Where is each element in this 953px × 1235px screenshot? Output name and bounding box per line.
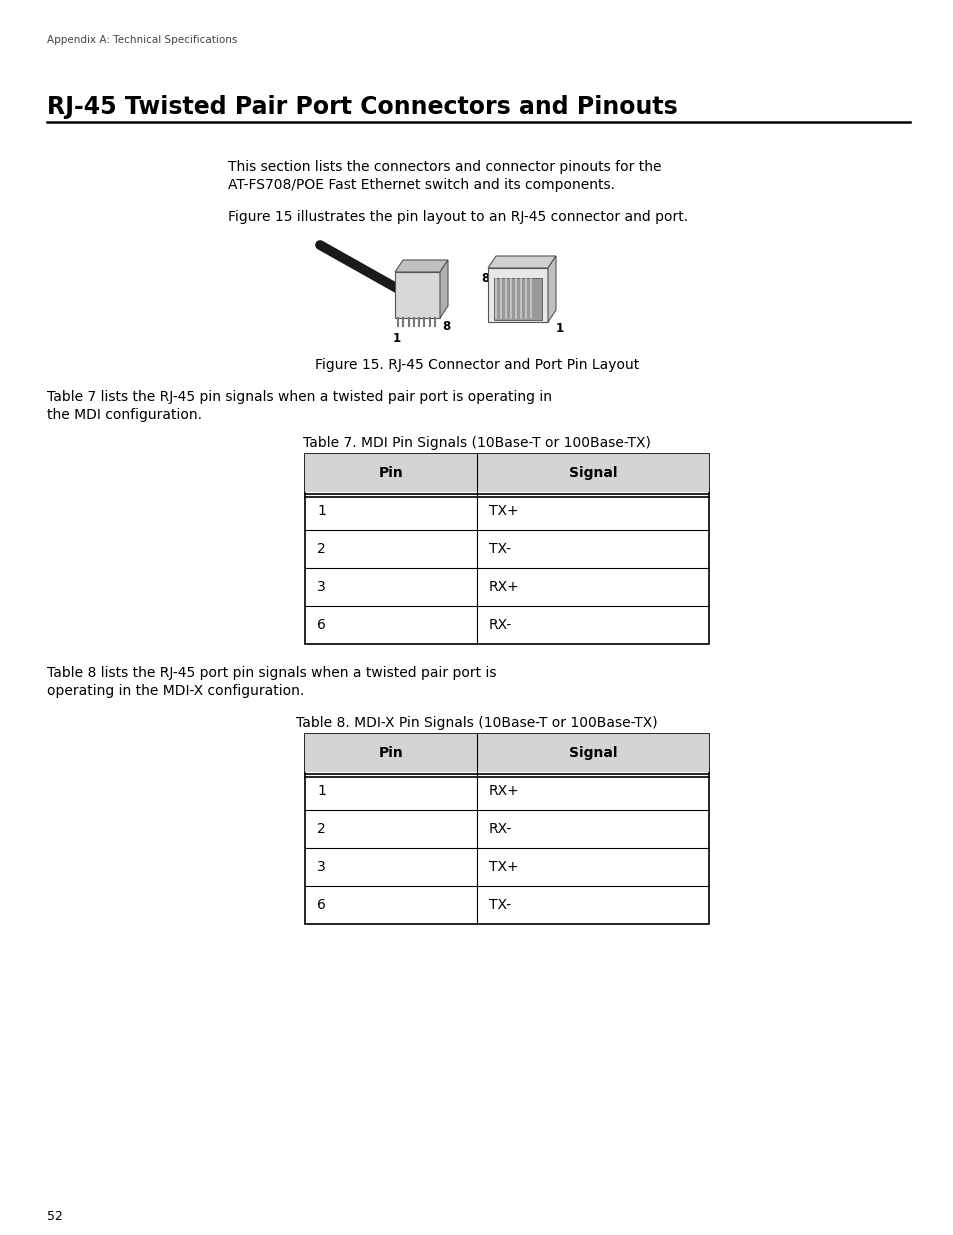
Text: TX+: TX+ [489,860,518,874]
Text: TX+: TX+ [489,504,518,517]
Text: 1: 1 [316,784,326,798]
Text: 6: 6 [316,618,326,632]
Text: RX+: RX+ [489,784,519,798]
Bar [305,734,708,772]
Text: RX-: RX- [489,618,512,632]
Text: 3: 3 [316,860,325,874]
Text: Pin: Pin [378,746,403,760]
Text: Appendix A: Technical Specifications: Appendix A: Technical Specifications [47,35,237,44]
Text: 2: 2 [316,542,325,556]
Bar [305,454,708,643]
Text: 3: 3 [316,580,325,594]
Text: 52: 52 [47,1210,63,1223]
Text: TX-: TX- [489,898,511,911]
Text: Table 8 lists the RJ-45 port pin signals when a twisted pair port is: Table 8 lists the RJ-45 port pin signals… [47,666,496,680]
Text: Figure 15 illustrates the pin layout to an RJ-45 connector and port.: Figure 15 illustrates the pin layout to … [228,210,687,224]
Text: This section lists the connectors and connector pinouts for the: This section lists the connectors and co… [228,161,660,174]
Text: Table 7 lists the RJ-45 pin signals when a twisted pair port is operating in: Table 7 lists the RJ-45 pin signals when… [47,390,552,404]
Text: 1: 1 [393,332,400,345]
Text: the MDI configuration.: the MDI configuration. [47,408,202,422]
Polygon shape [494,278,541,320]
Text: RX+: RX+ [489,580,519,594]
Text: 8: 8 [441,320,450,333]
Text: 2: 2 [316,823,325,836]
Text: 8: 8 [480,272,489,285]
Text: TX-: TX- [489,542,511,556]
Text: Signal: Signal [568,466,617,480]
Polygon shape [488,268,547,322]
Text: RX-: RX- [489,823,512,836]
Text: Table 8. MDI-X Pin Signals (10Base-T or 100Base-TX): Table 8. MDI-X Pin Signals (10Base-T or … [295,716,658,730]
Polygon shape [395,261,448,272]
Polygon shape [488,256,556,268]
Text: 1: 1 [316,504,326,517]
Text: Signal: Signal [568,746,617,760]
Text: operating in the MDI-X configuration.: operating in the MDI-X configuration. [47,684,304,698]
Text: Figure 15. RJ-45 Connector and Port Pin Layout: Figure 15. RJ-45 Connector and Port Pin … [314,358,639,372]
Text: Table 7. MDI Pin Signals (10Base-T or 100Base-TX): Table 7. MDI Pin Signals (10Base-T or 10… [303,436,650,450]
Text: AT-FS708/POE Fast Ethernet switch and its components.: AT-FS708/POE Fast Ethernet switch and it… [228,178,615,191]
Polygon shape [395,272,439,317]
Polygon shape [439,261,448,317]
Text: 1: 1 [556,322,563,335]
Polygon shape [547,256,556,322]
Text: Pin: Pin [378,466,403,480]
Bar [305,734,708,924]
Text: RJ-45 Twisted Pair Port Connectors and Pinouts: RJ-45 Twisted Pair Port Connectors and P… [47,95,677,119]
Text: 6: 6 [316,898,326,911]
Bar [305,454,708,492]
